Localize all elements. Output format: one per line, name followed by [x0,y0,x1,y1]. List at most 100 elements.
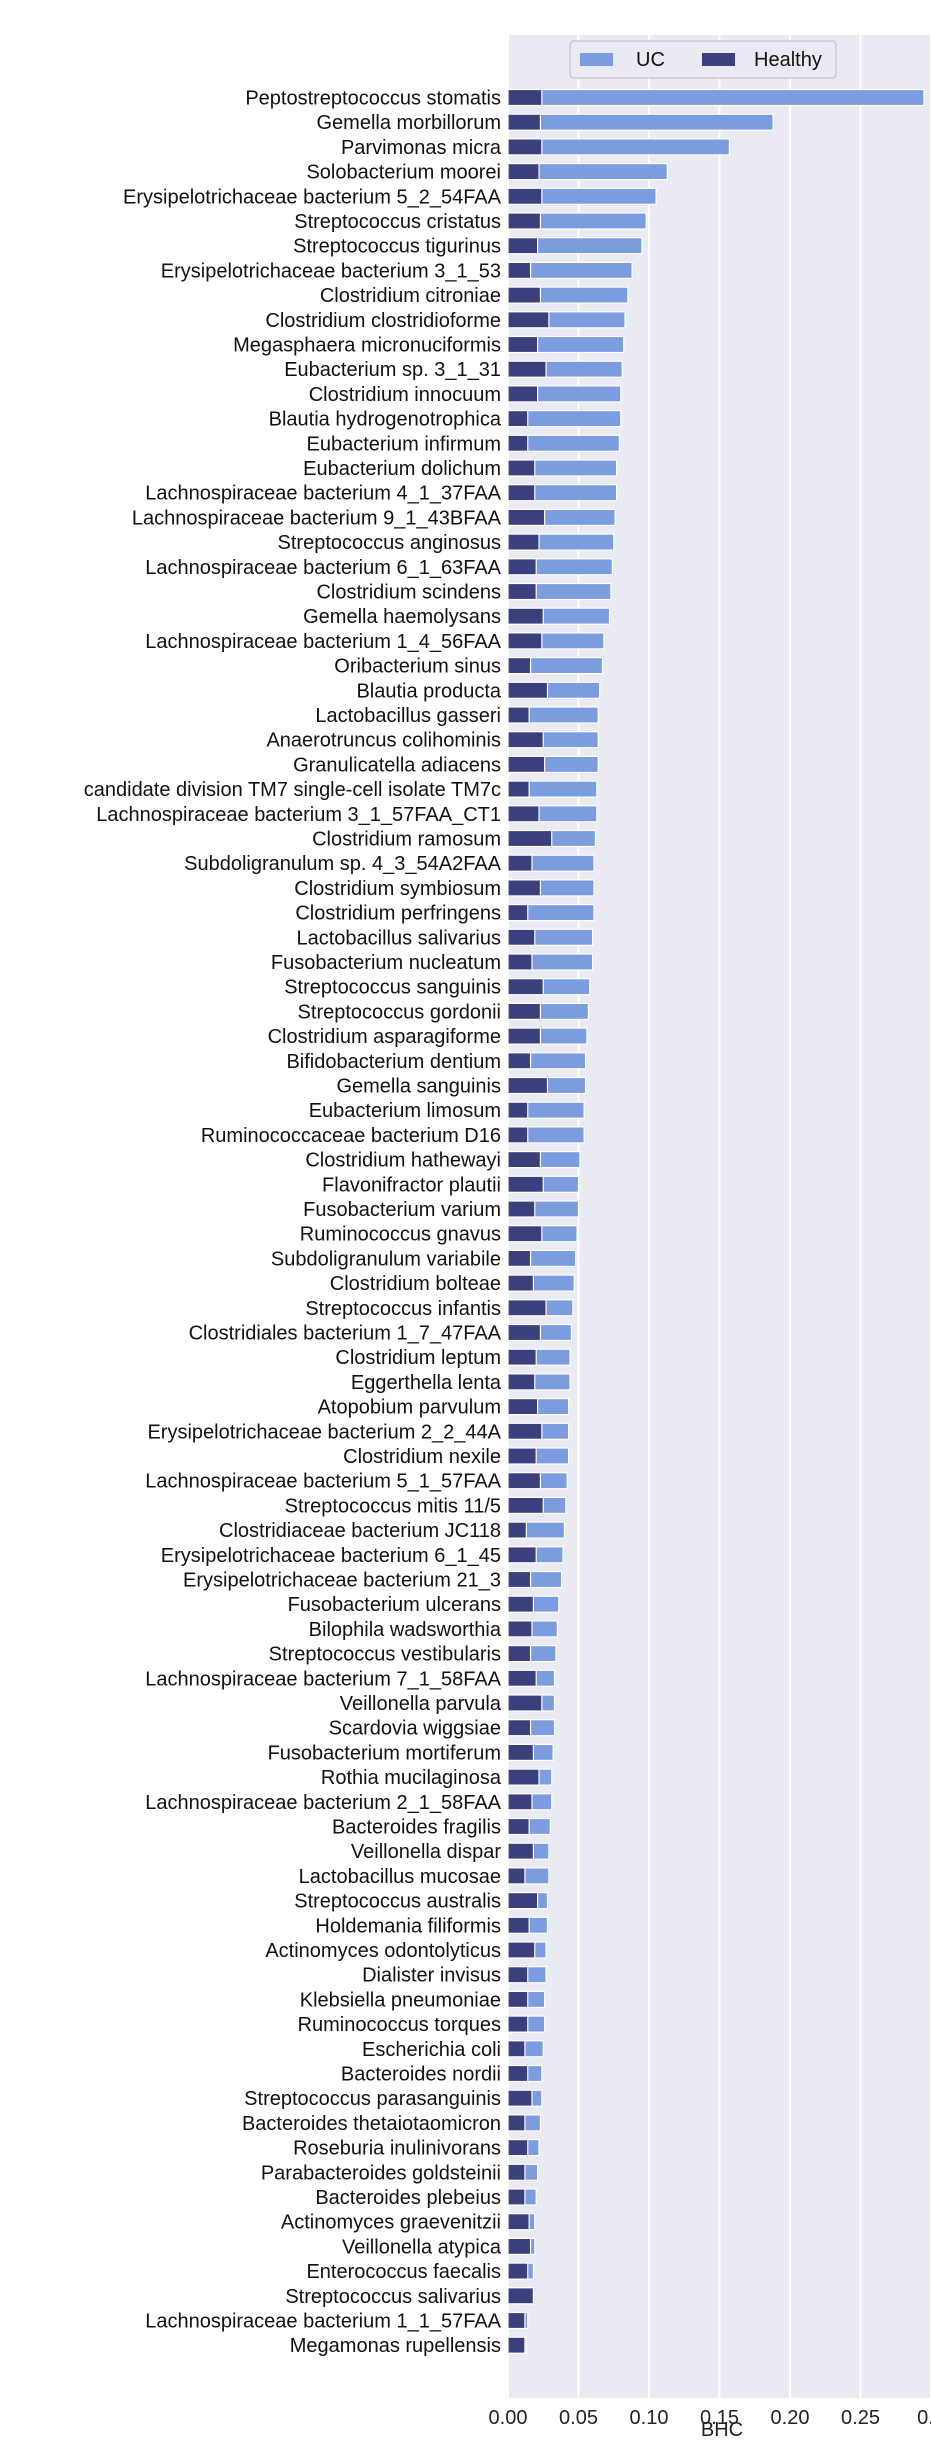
category-label: Eubacterium dolichum [303,458,501,480]
bar-healthy [507,1175,544,1193]
legend-label-healthy: Healthy [754,49,822,71]
bar-healthy [507,1323,542,1342]
bar-healthy [507,1941,536,1959]
category-label: Roseburia inulinivorans [293,2138,501,2160]
bar-healthy [507,2237,532,2255]
category-label: Lachnospiraceae bacterium 4_1_37FAA [145,483,501,505]
bar-healthy [507,1891,539,1910]
category-label: Streptococcus parasanguinis [244,2088,501,2110]
category-label: Lachnospiraceae bacterium 7_1_58FAA [145,1668,501,1690]
category-label: Fusobacterium ulcerans [288,1594,501,1616]
bar-healthy [507,903,529,922]
category-label: Atopobium parvulum [318,1397,501,1419]
category-label: Dialister invisus [362,1965,501,1987]
bar-healthy [507,1669,537,1687]
bar-healthy [507,706,530,724]
bar-healthy [507,1793,533,1811]
category-label: Escherichia coli [362,2039,501,2061]
bar-healthy [507,360,547,378]
category-label: Clostridium symbiosum [294,878,501,900]
bar-healthy [507,508,546,526]
category-label: Bilophila wadsworthia [309,1619,502,1641]
category-label: Fusobacterium varium [303,1199,501,1221]
category-label: Lachnospiraceae bacterium 5_1_57FAA [145,1471,501,1493]
bar-healthy [507,237,539,255]
bar-healthy [507,434,529,452]
bars [507,88,925,2354]
bar-healthy [507,1768,540,1786]
bar-healthy [507,1867,526,1885]
bar-healthy [507,2188,526,2206]
x-tick-label: 0.10 [630,2407,669,2429]
category-label: Megasphaera micronuciformis [233,335,501,357]
category-label: Ruminococcus torques [298,2014,501,2036]
bar-healthy [507,1200,536,1218]
category-label: Streptococcus sanguinis [284,977,501,999]
bar-healthy [507,1126,529,1144]
bar-healthy [507,607,544,625]
category-label: Streptococcus salivarius [285,2286,501,2308]
bar-healthy [507,731,544,749]
bar-healthy [507,1472,542,1490]
bar-healthy [507,681,549,699]
bar-healthy [507,410,529,428]
bar-healthy [507,113,542,131]
category-label: Granulicatella adiacens [293,754,501,776]
bar-uc [507,88,925,107]
x-tick-label: 0.00 [489,2407,528,2429]
category-label: Lachnospiraceae bacterium 9_1_43BFAA [132,507,502,529]
bar-healthy [507,2336,526,2354]
bar-healthy [507,1719,532,1737]
bar-healthy [507,212,542,230]
category-label: Holdemania filiformis [315,1915,501,1937]
category-label: Clostridium ramosum [312,829,501,851]
category-label: Eubacterium infirmum [306,433,501,455]
category-label: Parvimonas micra [341,137,502,159]
bar-healthy [507,1348,537,1366]
category-label: Bifidobacterium dentium [286,1051,501,1073]
x-tick-label: 0.15 [700,2407,739,2429]
category-label: Peptostreptococcus stomatis [245,88,501,110]
bar-healthy [507,2040,526,2058]
bar-healthy [507,2163,526,2181]
category-label: Lachnospiraceae bacterium 3_1_57FAA_CT1 [96,804,501,826]
bar-healthy [507,2064,529,2083]
category-label: Actinomyces graevenitzii [281,2212,501,2234]
bar-healthy [507,632,543,650]
bar-healthy [507,1274,534,1292]
category-label: Clostridium asparagiforme [268,1026,501,1048]
category-label: Streptococcus gordonii [298,1001,501,1023]
legend-swatch-healthy [702,53,735,66]
category-label: Gemella morbillorum [317,112,502,134]
category-label: Erysipelotrichaceae bacterium 2_2_44A [147,1421,501,1443]
category-label: Streptococcus cristatus [294,211,501,233]
bar-healthy [507,1299,547,1317]
bar-healthy [507,2015,529,2033]
category-label: Eubacterium sp. 3_1_31 [284,359,501,381]
bar-healthy [507,1620,533,1638]
bar-healthy [507,780,530,798]
category-label: Klebsiella pneumoniae [300,1989,501,2011]
bar-healthy [507,1249,532,1268]
category-label: Bacteroides fragilis [332,1817,501,1839]
category-label: Ruminococcaceae bacterium D16 [201,1125,501,1147]
bar-healthy [507,1101,529,1119]
category-label: Clostridium leptum [335,1347,501,1369]
category-label: Clostridium hathewayi [305,1150,501,1172]
bar-healthy [507,829,553,848]
bar-healthy [507,805,540,823]
category-label: Anaerotruncus colihominis [266,730,501,752]
category-label: Ruminococcus gnavus [300,1224,501,1246]
bar-healthy [507,928,536,946]
category-label: Erysipelotrichaceae bacterium 5_2_54FAA [123,186,502,208]
category-label: Clostridium scindens [316,582,501,604]
category-label: Fusobacterium nucleatum [271,952,501,974]
bar-healthy [507,1990,529,2009]
bar-healthy [507,1546,537,1564]
bar-healthy [507,1225,543,1243]
category-label: Solobacterium moorei [306,162,501,184]
category-label: Eubacterium limosum [309,1100,501,1122]
category-label: Lachnospiraceae bacterium 2_1_58FAA [145,1792,501,1814]
category-label: Lactobacillus salivarius [296,927,501,949]
